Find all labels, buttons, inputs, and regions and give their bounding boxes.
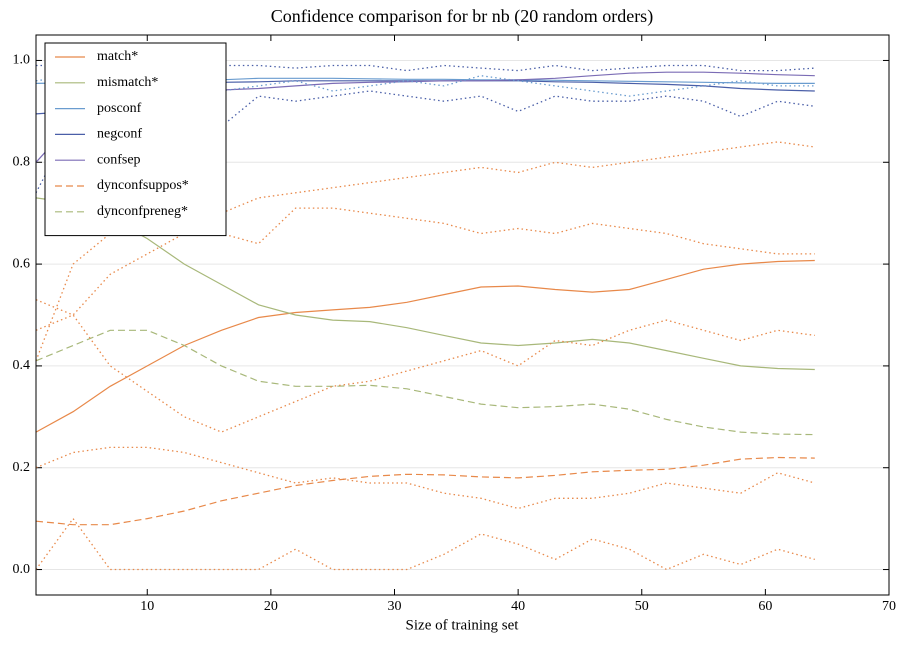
legend-label: mismatch* bbox=[97, 75, 158, 90]
y-tick-label: 0.6 bbox=[13, 256, 31, 271]
y-tick-label: 0.2 bbox=[13, 460, 31, 475]
legend-label: negconf bbox=[97, 127, 142, 142]
trial-line bbox=[35, 90, 815, 194]
trial-line bbox=[35, 517, 815, 571]
trial-line bbox=[35, 446, 815, 510]
legend-label: dynconfsuppos* bbox=[97, 178, 189, 193]
y-tick-label: 0.4 bbox=[13, 358, 31, 373]
y-tick-label: 1.0 bbox=[13, 53, 31, 68]
legend-label: posconf bbox=[97, 101, 142, 116]
legend-label: confsep bbox=[97, 152, 141, 167]
legend-box bbox=[44, 42, 227, 237]
plot-frame bbox=[35, 34, 890, 596]
x-tick-label: 60 bbox=[758, 599, 772, 614]
chart-title: Confidence comparison for br nb (20 rand… bbox=[271, 6, 653, 27]
x-tick-label: 70 bbox=[882, 599, 896, 614]
series-line bbox=[35, 197, 815, 371]
x-axis-label: Size of training set bbox=[406, 617, 520, 633]
legend-label: match* bbox=[97, 49, 138, 64]
y-tick-label: 0.8 bbox=[13, 154, 31, 169]
series-line bbox=[35, 259, 815, 433]
x-tick-label: 10 bbox=[140, 599, 154, 614]
y-tick-label: 0.0 bbox=[13, 562, 31, 577]
x-tick-label: 50 bbox=[635, 599, 649, 614]
trial-line bbox=[35, 207, 815, 316]
x-tick-label: 20 bbox=[264, 599, 278, 614]
x-tick-label: 40 bbox=[511, 599, 525, 614]
series-line bbox=[35, 456, 815, 526]
trial-line bbox=[35, 141, 815, 362]
legend-label: dynconfpreneg* bbox=[97, 204, 188, 219]
x-tick-label: 30 bbox=[388, 599, 402, 614]
series-line bbox=[35, 329, 815, 436]
